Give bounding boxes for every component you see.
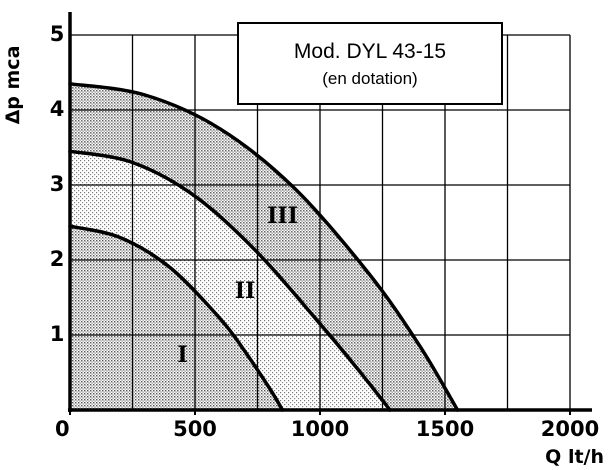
y-tick-label: 5: [50, 22, 65, 46]
x-tick-label: 500: [173, 417, 217, 441]
axes: [68, 12, 592, 415]
y-tick-label: 3: [50, 172, 65, 196]
region-label-III: III: [267, 203, 298, 229]
tick-labels: 0 500 1000 1500 2000 1 2 3 4 5: [50, 22, 600, 441]
x-tick-label: 1000: [291, 417, 349, 441]
model-box-subtitle: (en dotation): [322, 69, 417, 88]
model-box-title: Mod. DYL 43-15: [294, 40, 446, 63]
fill-area-I: [70, 226, 283, 410]
y-tick-label: 1: [50, 322, 65, 346]
x-tick-label: 2000: [541, 417, 599, 441]
region-label-I: I: [177, 342, 187, 368]
model-box: Mod. DYL 43-15 (en dotation): [237, 22, 503, 105]
pump-curves: [68, 82, 460, 412]
curve-III: [68, 82, 460, 412]
curve-fill-areas: [70, 83, 458, 411]
x-tick-label: 1500: [416, 417, 474, 441]
x-tick-label: 0: [55, 417, 70, 441]
curve-II: [68, 149, 392, 412]
x-axis-label: Q lt/h: [545, 446, 604, 468]
y-tick-label: 4: [50, 97, 65, 121]
model-box-frame: [237, 22, 503, 105]
curve-I: [68, 224, 285, 412]
y-axis-label: Δp mca: [2, 46, 24, 125]
y-tick-label: 2: [50, 247, 65, 271]
region-label-II: II: [235, 278, 256, 304]
